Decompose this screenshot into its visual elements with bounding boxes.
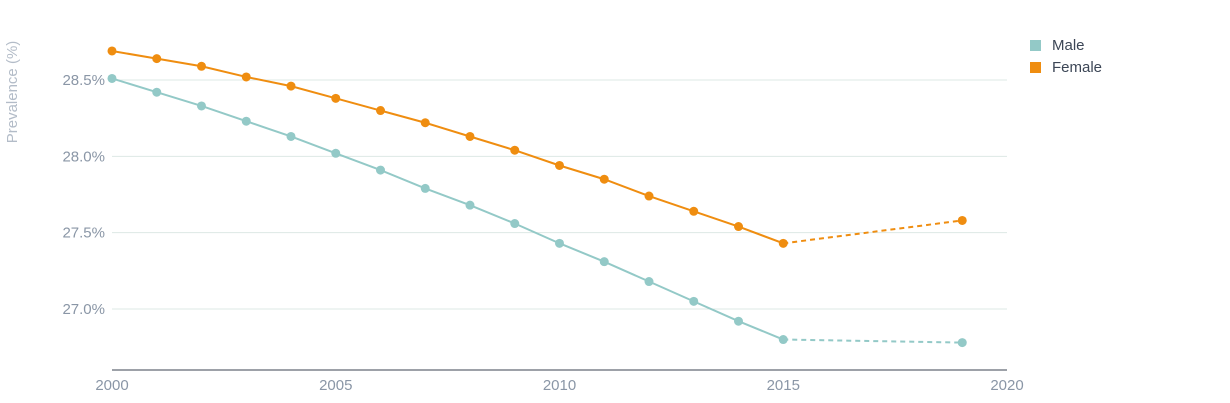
y-tick-label: 28.5%: [62, 72, 105, 89]
data-point-male[interactable]: [331, 148, 341, 158]
projection-point-male[interactable]: [957, 338, 967, 348]
series-male: [107, 73, 967, 348]
data-point-female[interactable]: [510, 145, 520, 155]
data-point-female[interactable]: [197, 61, 206, 71]
projection-line-female: [783, 219, 963, 245]
data-point-female[interactable]: [599, 174, 609, 184]
data-point-male[interactable]: [644, 277, 654, 287]
data-point-male[interactable]: [689, 296, 699, 306]
data-point-male[interactable]: [555, 238, 564, 248]
data-point-male[interactable]: [197, 101, 206, 111]
data-point-male[interactable]: [107, 73, 117, 83]
data-point-female[interactable]: [376, 106, 385, 116]
data-point-female[interactable]: [420, 118, 430, 128]
projection-line-male: [783, 338, 963, 344]
data-point-male[interactable]: [376, 165, 385, 175]
series-layer: [107, 46, 967, 348]
y-axis-title: Prevalence (%): [4, 41, 21, 144]
data-point-male[interactable]: [510, 219, 520, 229]
legend: Male Female: [1030, 34, 1102, 78]
data-point-female[interactable]: [152, 54, 162, 64]
y-tick-label: 27.0%: [62, 301, 105, 318]
data-point-female[interactable]: [465, 131, 475, 141]
data-point-female[interactable]: [778, 238, 788, 248]
data-point-female[interactable]: [644, 191, 654, 201]
data-point-female[interactable]: [555, 160, 564, 170]
data-point-female[interactable]: [689, 206, 699, 216]
series-line-female: [111, 50, 784, 245]
x-tick-labels: 2000 2005 2010 2015 2020: [95, 377, 1023, 394]
data-point-female[interactable]: [286, 81, 296, 91]
x-tick-label: 2015: [767, 377, 800, 394]
series-line-male: [111, 77, 784, 341]
data-point-male[interactable]: [286, 131, 296, 141]
data-point-female[interactable]: [107, 46, 117, 56]
data-point-male[interactable]: [778, 335, 788, 345]
data-point-male[interactable]: [734, 316, 743, 326]
y-tick-label: 27.5%: [62, 225, 105, 242]
projection-point-female[interactable]: [957, 215, 967, 225]
data-point-female[interactable]: [734, 222, 743, 232]
data-point-male[interactable]: [465, 200, 475, 210]
data-point-male[interactable]: [420, 183, 430, 193]
legend-item-female[interactable]: Female: [1030, 56, 1102, 78]
legend-swatch-male: [1030, 39, 1041, 51]
legend-item-male[interactable]: Male: [1030, 34, 1102, 56]
data-point-female[interactable]: [241, 72, 251, 82]
series-female: [107, 46, 967, 248]
x-tick-label: 2010: [543, 377, 576, 394]
legend-label-male: Male: [1052, 36, 1085, 54]
data-point-male[interactable]: [599, 257, 609, 267]
data-point-female[interactable]: [331, 93, 341, 103]
x-tick-label: 2000: [95, 377, 128, 394]
y-tick-label: 28.0%: [62, 148, 105, 165]
y-tick-labels: 27.0% 27.5% 28.0% 28.5%: [62, 72, 105, 318]
legend-label-female: Female: [1052, 58, 1103, 76]
data-point-male[interactable]: [241, 116, 251, 126]
gridlines: [112, 79, 1007, 310]
x-tick-label: 2005: [319, 377, 352, 394]
data-point-male[interactable]: [152, 87, 162, 97]
legend-swatch-female: [1030, 61, 1041, 73]
x-tick-label: 2020: [990, 377, 1023, 394]
